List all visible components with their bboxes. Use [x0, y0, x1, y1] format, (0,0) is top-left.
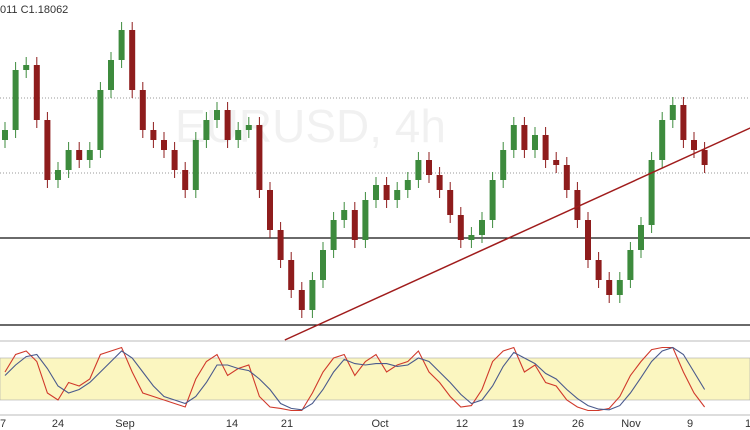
x-tick-label: 7 — [0, 418, 6, 430]
candle-body — [86, 150, 93, 160]
candle-body — [108, 60, 114, 90]
candle-body — [489, 180, 496, 220]
candle-body — [468, 235, 475, 240]
candle-body — [298, 290, 305, 310]
watermark: EURUSD, 4h — [175, 100, 446, 152]
candle-body — [23, 65, 30, 70]
candle-body — [33, 65, 40, 120]
x-tick-label: Nov — [621, 418, 641, 430]
candle-body — [351, 210, 358, 240]
x-tick-label: 19 — [512, 418, 524, 430]
candle-body — [44, 120, 51, 180]
candle-body — [585, 220, 591, 260]
candle-body — [330, 220, 337, 250]
x-tick-label: 1 — [745, 418, 750, 430]
candle-body — [224, 110, 231, 140]
trendline — [284, 127, 750, 341]
candle-body — [436, 175, 443, 190]
candle-body — [691, 140, 697, 150]
candle-body — [479, 220, 485, 235]
ohlc-header: 011 C1.18062 — [0, 4, 68, 16]
candle-body — [214, 110, 220, 120]
candle-body — [139, 90, 146, 130]
x-tick-label: 12 — [456, 418, 468, 430]
candle-body — [245, 125, 252, 130]
candle-body — [648, 160, 655, 225]
candle-body — [373, 185, 379, 200]
candle-body — [606, 280, 613, 295]
candle-body — [415, 160, 422, 180]
candle-body — [521, 125, 528, 150]
x-tick-label: 9 — [687, 418, 693, 430]
candle-body — [65, 150, 72, 170]
candle-body — [447, 190, 454, 215]
candle-body — [627, 250, 634, 280]
candle-body — [150, 130, 157, 140]
candle-body — [457, 215, 464, 240]
x-tick-label: 24 — [52, 418, 64, 430]
candle-body — [97, 90, 104, 150]
candle-body — [320, 250, 326, 280]
candle-body — [235, 130, 242, 140]
x-tick-label: Sep — [115, 418, 135, 430]
candle-body — [341, 210, 348, 220]
candle-body — [129, 30, 136, 90]
candle-body — [426, 160, 432, 175]
x-tick-label: Oct — [371, 418, 388, 430]
candle-body — [500, 150, 507, 180]
oscillator-band — [0, 357, 750, 401]
candle-body — [574, 190, 581, 220]
candle-body — [510, 125, 517, 150]
oscillator-line — [4, 346, 706, 412]
candle-body — [12, 70, 19, 130]
candle-body — [76, 150, 83, 160]
oscillator-line — [4, 346, 706, 411]
candle-body — [563, 165, 570, 190]
candle-body — [383, 185, 390, 200]
candle-body — [680, 105, 687, 140]
candle-body — [55, 170, 61, 180]
candle-body — [2, 130, 8, 140]
candle-body — [161, 140, 167, 150]
candle-body — [182, 170, 189, 190]
candle-body — [277, 230, 284, 260]
x-tick-label: 26 — [572, 418, 584, 430]
x-tick-label: 21 — [281, 418, 293, 430]
candle-body — [118, 30, 125, 60]
candle-body — [362, 200, 369, 240]
candle-body — [394, 190, 401, 200]
candle-body — [171, 150, 178, 170]
candle-body — [203, 120, 210, 140]
candle-body — [659, 120, 666, 160]
candle-body — [616, 280, 623, 295]
candle-body — [192, 140, 199, 190]
candle-body — [532, 135, 538, 150]
candle-body — [595, 260, 602, 280]
candle-body — [553, 160, 560, 165]
x-tick-label: 14 — [226, 418, 238, 430]
candle-body — [669, 105, 676, 120]
candle-body — [256, 125, 263, 190]
candle-body — [542, 135, 549, 160]
candle-body — [638, 225, 644, 250]
candle-body — [701, 150, 708, 165]
candle-body — [404, 180, 411, 190]
candle-body — [267, 190, 273, 230]
candle-body — [288, 260, 295, 290]
candle-body — [309, 280, 316, 310]
